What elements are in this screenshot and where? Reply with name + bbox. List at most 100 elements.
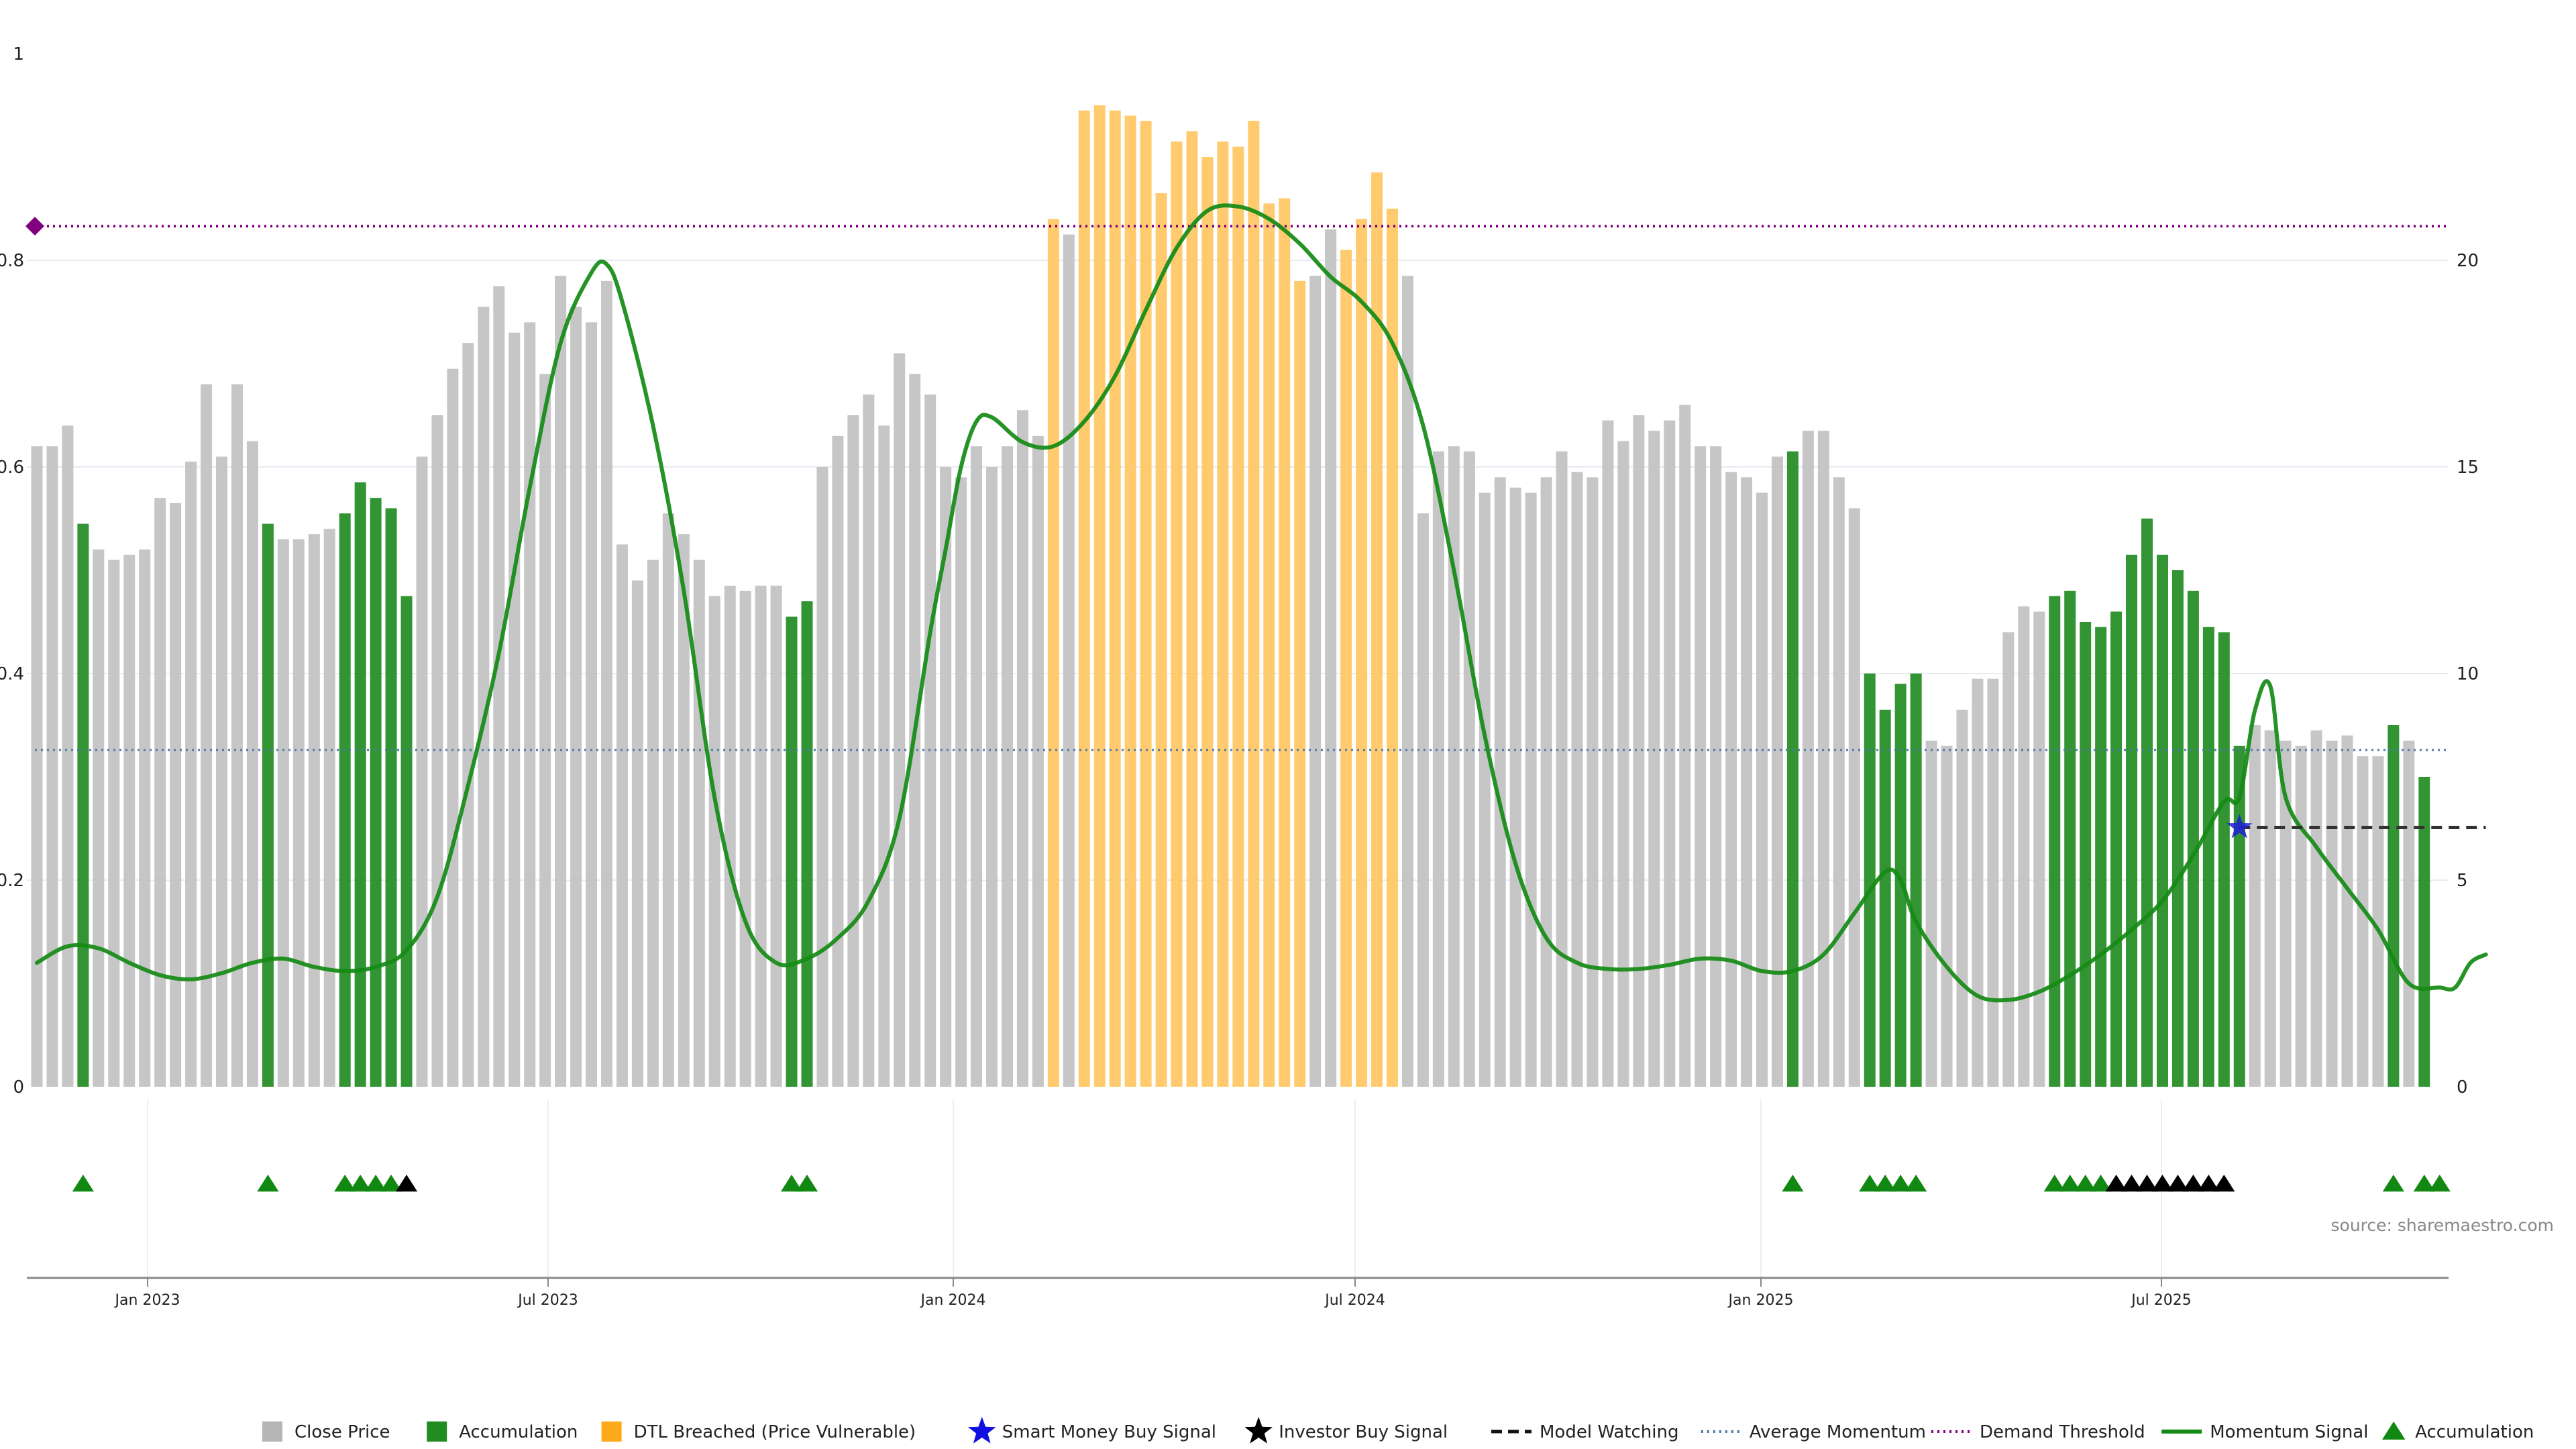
close-price-bar	[308, 534, 320, 1087]
close-price-bar	[1432, 451, 1444, 1087]
dtl-breached-bar	[1201, 157, 1214, 1087]
accumulation-bar	[262, 523, 274, 1087]
close-price-bar	[2357, 756, 2369, 1087]
close-price-bar	[2295, 745, 2307, 1087]
y-left-tick-label: 0.6	[0, 458, 24, 478]
close-price-bar	[955, 477, 967, 1087]
legend-label: Close Price	[294, 1422, 390, 1442]
legend-swatch-star	[1244, 1417, 1273, 1444]
accumulation-bar	[1879, 709, 1891, 1087]
close-price-bar	[924, 394, 936, 1087]
close-price-bar	[1833, 477, 1845, 1087]
close-price-bar	[770, 586, 782, 1087]
close-price-bar	[1817, 431, 1829, 1087]
accumulation-bar	[2202, 627, 2214, 1087]
close-price-bar	[93, 549, 105, 1087]
close-price-bar	[216, 456, 228, 1087]
close-price-bar	[971, 446, 983, 1087]
demand-threshold-marker	[25, 217, 44, 236]
accumulation-marker	[2090, 1175, 2112, 1192]
close-price-bar	[1741, 477, 1753, 1087]
close-price-bar	[1448, 446, 1460, 1087]
close-price-bar	[524, 322, 536, 1087]
investor-buy-marker	[2182, 1175, 2204, 1192]
close-price-bar	[231, 384, 243, 1087]
close-price-bar	[1309, 276, 1322, 1087]
legend-label: Demand Threshold	[1980, 1422, 2145, 1442]
dtl-breached-bar	[1248, 121, 1260, 1087]
investor-buy-marker	[2151, 1175, 2174, 1192]
accumulation-marker	[796, 1175, 818, 1192]
close-price-bar	[1771, 456, 1783, 1087]
close-price-bar	[1956, 709, 1968, 1087]
investor-buy-marker	[2121, 1175, 2143, 1192]
dtl-breached-bar	[1124, 115, 1136, 1087]
close-price-bar	[1695, 446, 1707, 1087]
accumulation-bar	[2080, 622, 2092, 1087]
close-price-bar	[894, 353, 906, 1087]
x-tick-label: Jan 2023	[114, 1292, 180, 1309]
y-left-tick-label: 1	[13, 44, 24, 64]
dtl-breached-bar	[1263, 203, 1275, 1087]
close-price-bar	[755, 586, 767, 1087]
close-price-bar	[2033, 611, 2045, 1087]
accumulation-bar	[370, 498, 382, 1087]
accumulation-marker	[365, 1175, 387, 1192]
close-price-bar	[1325, 229, 1337, 1087]
close-price-bar	[863, 394, 875, 1087]
close-price-bar	[2310, 730, 2322, 1087]
accumulation-marker	[1874, 1175, 1896, 1192]
accumulation-bar	[2387, 725, 2400, 1087]
close-price-bar	[555, 276, 567, 1087]
accumulation-bar	[2171, 570, 2184, 1087]
close-price-bar	[601, 280, 613, 1087]
close-price-bar	[1679, 405, 1691, 1087]
dtl-breached-bar	[1232, 146, 1244, 1087]
close-price-bar	[2002, 632, 2015, 1087]
close-price-bar	[586, 322, 598, 1087]
accumulation-bar	[2141, 519, 2153, 1087]
accumulation-marker	[257, 1175, 279, 1192]
accumulation-marker	[2413, 1175, 2435, 1192]
close-price-bar	[1664, 420, 1676, 1087]
close-price-bar	[1556, 451, 1568, 1087]
y-right-tick-label: 0	[2457, 1077, 2468, 1097]
close-price-bar	[185, 462, 197, 1087]
accumulation-bar	[1864, 674, 1876, 1087]
dtl-breached-bar	[1217, 141, 1229, 1087]
legend-item: Model Watching	[1491, 1422, 1678, 1442]
accumulation-bar	[2110, 611, 2123, 1087]
close-price-bar	[1925, 741, 1937, 1087]
dtl-breached-bar	[1356, 219, 1368, 1087]
close-price-bar	[431, 415, 443, 1087]
close-price-bar	[2018, 606, 2030, 1087]
accumulation-bar	[2156, 554, 2168, 1087]
x-tick-label: Jul 2024	[1324, 1292, 1385, 1309]
close-price-bar	[62, 425, 74, 1087]
legend-item: Smart Money Buy Signal	[967, 1417, 1216, 1444]
series-lines	[25, 203, 2488, 1003]
legend: Close Price Accumulation DTL Breached (Pri…	[262, 1417, 2534, 1444]
dtl-breached-bar	[1171, 141, 1183, 1087]
accumulation-marker	[2382, 1175, 2404, 1192]
close-price-bar	[31, 446, 43, 1087]
dtl-breached-bar	[1078, 110, 1090, 1087]
accumulation-marker	[2059, 1175, 2081, 1192]
signal-markers	[72, 1175, 2451, 1192]
close-price-bar	[2403, 741, 2415, 1087]
close-price-bar	[1941, 745, 1953, 1087]
close-price-bar	[2249, 725, 2261, 1087]
close-price-bar	[1463, 451, 1475, 1087]
x-tick-label: Jul 2023	[517, 1292, 578, 1309]
close-price-bar	[1710, 446, 1722, 1087]
accumulation-marker	[380, 1175, 402, 1192]
accumulation-marker	[72, 1175, 94, 1192]
close-price-bar	[1509, 487, 1521, 1087]
source-label: source: sharemaestro.com	[2331, 1216, 2555, 1235]
dtl-breached-bar	[1186, 131, 1198, 1087]
close-price-bar	[539, 374, 551, 1087]
close-price-bar	[647, 559, 659, 1087]
y-left-tick-label: 0	[13, 1077, 24, 1097]
dtl-breached-bar	[1340, 250, 1352, 1087]
